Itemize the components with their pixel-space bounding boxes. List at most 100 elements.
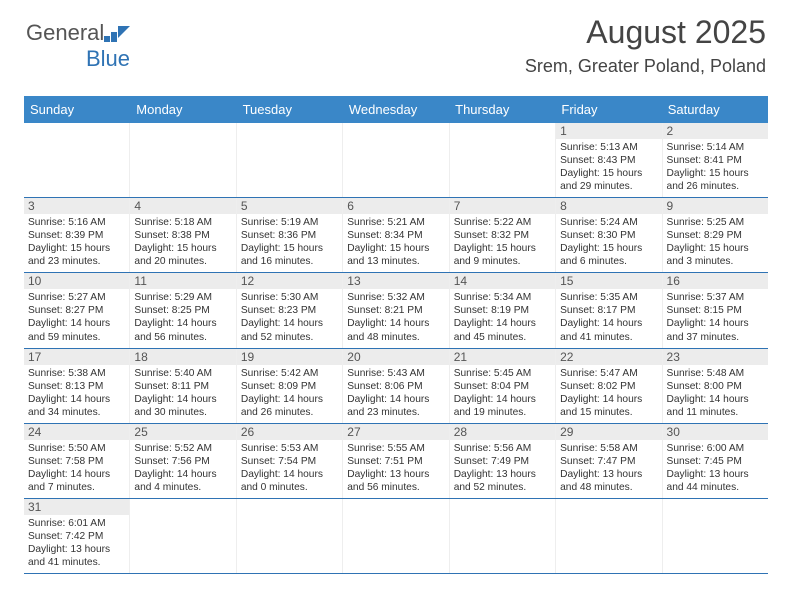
day-cell: 18Sunrise: 5:40 AMSunset: 8:11 PMDayligh… [130,349,236,423]
day-detail: Daylight: 14 hours and 7 minutes. [28,468,125,494]
day-detail: Sunrise: 5:18 AM [134,216,231,229]
calendar-row: 17 Sunrise: 5:38 AMSunset: 8:13 PM Dayligh… [24,349,768,424]
day-detail: Sunrise: 5:48 AM [667,367,764,380]
day-cell: 20Sunrise: 5:43 AMSunset: 8:06 PMDayligh… [343,349,449,423]
day-number: 15 [556,273,661,289]
day-cell: 27Sunrise: 5:55 AMSunset: 7:51 PMDayligh… [343,424,449,498]
day-cell: 22 Sunrise: 5:47 AMSunset: 8:02 PMDayligh… [556,349,662,423]
day-detail: Daylight: 14 hours and 56 minutes. [134,317,231,343]
day-detail: Daylight: 14 hours and 4 minutes. [134,468,231,494]
day-cell: 2Sunrise: 5:14 AMSunset: 8:41 PMDaylight… [663,123,768,197]
logo-text-1: General [26,20,104,45]
day-detail: Sunrise: 5:14 AM [667,141,764,154]
day-number: 12 [237,273,342,289]
empty-cell [343,499,449,573]
day-detail: Daylight: 14 hours and 59 minutes. [28,317,125,343]
day-detail: Daylight: 15 hours and 20 minutes. [134,242,231,268]
day-detail: Sunrise: 5:13 AM [560,141,657,154]
day-detail: Sunrise: 5:40 AM [134,367,231,380]
day-cell: 1Sunrise: 5:13 AMSunset: 8:43 PMDaylight… [556,123,662,197]
calendar-row: 31Sunrise: 6:01 AMSunset: 7:42 PMDayligh… [24,499,768,574]
day-cell: 30Sunrise: 6:00 AMSunset: 7:45 PMDayligh… [663,424,768,498]
day-cell: 11Sunrise: 5:29 AMSunset: 8:25 PMDayligh… [130,273,236,347]
day-cell: 12Sunrise: 5:30 AMSunset: 8:23 PMDayligh… [237,273,343,347]
day-detail: Sunrise: 5:42 AM [241,367,338,380]
day-detail: Sunrise: 5:24 AM [560,216,657,229]
day-detail: Daylight: 15 hours and 26 minutes. [667,167,764,193]
day-cell: 3Sunrise: 5:16 AMSunset: 8:39 PMDaylight… [24,198,130,272]
day-detail: Sunrise: 5:16 AM [28,216,125,229]
day-detail: Sunset: 7:54 PM [241,455,338,468]
day-number: 17 [24,349,129,365]
calendar-row: 1Sunrise: 5:13 AMSunset: 8:43 PMDaylight… [24,123,768,198]
day-cell: 26Sunrise: 5:53 AMSunset: 7:54 PMDayligh… [237,424,343,498]
day-number: 28 [450,424,555,440]
day-number: 13 [343,273,448,289]
day-number: 8 [556,198,661,214]
location-subtitle: Srem, Greater Poland, Poland [525,56,766,77]
day-number: 27 [343,424,448,440]
empty-cell [556,499,662,573]
day-detail: Sunrise: 5:50 AM [28,442,125,455]
day-detail: Sunset: 7:42 PM [28,530,125,543]
day-detail: Sunset: 7:45 PM [667,455,764,468]
day-detail: Daylight: 15 hours and 29 minutes. [560,167,657,193]
day-detail: Sunrise: 5:38 AM [28,367,125,380]
day-detail: Sunset: 8:15 PM [667,304,764,317]
day-cell: 28Sunrise: 5:56 AMSunset: 7:49 PMDayligh… [450,424,556,498]
day-number: 16 [663,273,768,289]
logo-text-2: Blue [86,46,130,71]
day-number: 10 [24,273,129,289]
day-detail: Sunrise: 6:00 AM [667,442,764,455]
day-number: 30 [663,424,768,440]
calendar-row: 24Sunrise: 5:50 AMSunset: 7:58 PMDayligh… [24,424,768,499]
day-number: 14 [450,273,555,289]
day-detail: Daylight: 13 hours and 48 minutes. [560,468,657,494]
day-detail: Daylight: 15 hours and 23 minutes. [28,242,125,268]
day-detail: Sunset: 8:13 PM [28,380,125,393]
day-cell: 15Sunrise: 5:35 AMSunset: 8:17 PMDayligh… [556,273,662,347]
day-detail: Sunrise: 5:47 AM [560,367,657,380]
day-detail: Sunset: 8:36 PM [241,229,338,242]
day-number: 29 [556,424,661,440]
day-cell: 13Sunrise: 5:32 AMSunset: 8:21 PMDayligh… [343,273,449,347]
day-detail: Daylight: 15 hours and 13 minutes. [347,242,444,268]
day-cell: 6Sunrise: 5:21 AMSunset: 8:34 PMDaylight… [343,198,449,272]
day-detail: Daylight: 14 hours and 41 minutes. [560,317,657,343]
day-detail: Sunset: 8:39 PM [28,229,125,242]
day-cell: 14Sunrise: 5:34 AMSunset: 8:19 PMDayligh… [450,273,556,347]
day-cell: 21Sunrise: 5:45 AMSunset: 8:04 PMDayligh… [450,349,556,423]
day-detail: Sunrise: 5:58 AM [560,442,657,455]
day-number: 11 [130,273,235,289]
day-detail: Daylight: 13 hours and 52 minutes. [454,468,551,494]
day-cell: 29Sunrise: 5:58 AMSunset: 7:47 PMDayligh… [556,424,662,498]
day-detail: Daylight: 13 hours and 56 minutes. [347,468,444,494]
day-detail: Daylight: 14 hours and 15 minutes. [560,393,657,419]
day-detail: Sunrise: 6:01 AM [28,517,125,530]
day-detail: Daylight: 14 hours and 30 minutes. [134,393,231,419]
day-cell: 7Sunrise: 5:22 AMSunset: 8:32 PMDaylight… [450,198,556,272]
empty-cell [450,499,556,573]
day-cell: 23Sunrise: 5:48 AMSunset: 8:00 PMDayligh… [663,349,768,423]
day-detail: Sunrise: 5:45 AM [454,367,551,380]
day-cell: 16Sunrise: 5:37 AMSunset: 8:15 PMDayligh… [663,273,768,347]
day-detail: Sunset: 8:02 PM [560,380,657,393]
logo: General Blue [26,20,130,72]
day-detail: Sunrise: 5:37 AM [667,291,764,304]
day-detail: Sunset: 8:06 PM [347,380,444,393]
logo-chart-icon [104,26,130,42]
calendar: SundayMondayTuesdayWednesdayThursdayFrid… [24,96,768,574]
day-detail: Sunrise: 5:30 AM [241,291,338,304]
day-detail: Sunset: 8:32 PM [454,229,551,242]
day-number: 31 [24,499,129,515]
day-detail: Sunrise: 5:55 AM [347,442,444,455]
empty-cell [237,123,343,197]
day-detail: Daylight: 14 hours and 26 minutes. [241,393,338,419]
day-number: 22 [556,349,661,365]
day-number: 24 [24,424,129,440]
day-detail: Daylight: 15 hours and 3 minutes. [667,242,764,268]
day-detail: Sunset: 7:58 PM [28,455,125,468]
day-number: 4 [130,198,235,214]
day-detail: Daylight: 14 hours and 52 minutes. [241,317,338,343]
day-detail: Daylight: 15 hours and 9 minutes. [454,242,551,268]
